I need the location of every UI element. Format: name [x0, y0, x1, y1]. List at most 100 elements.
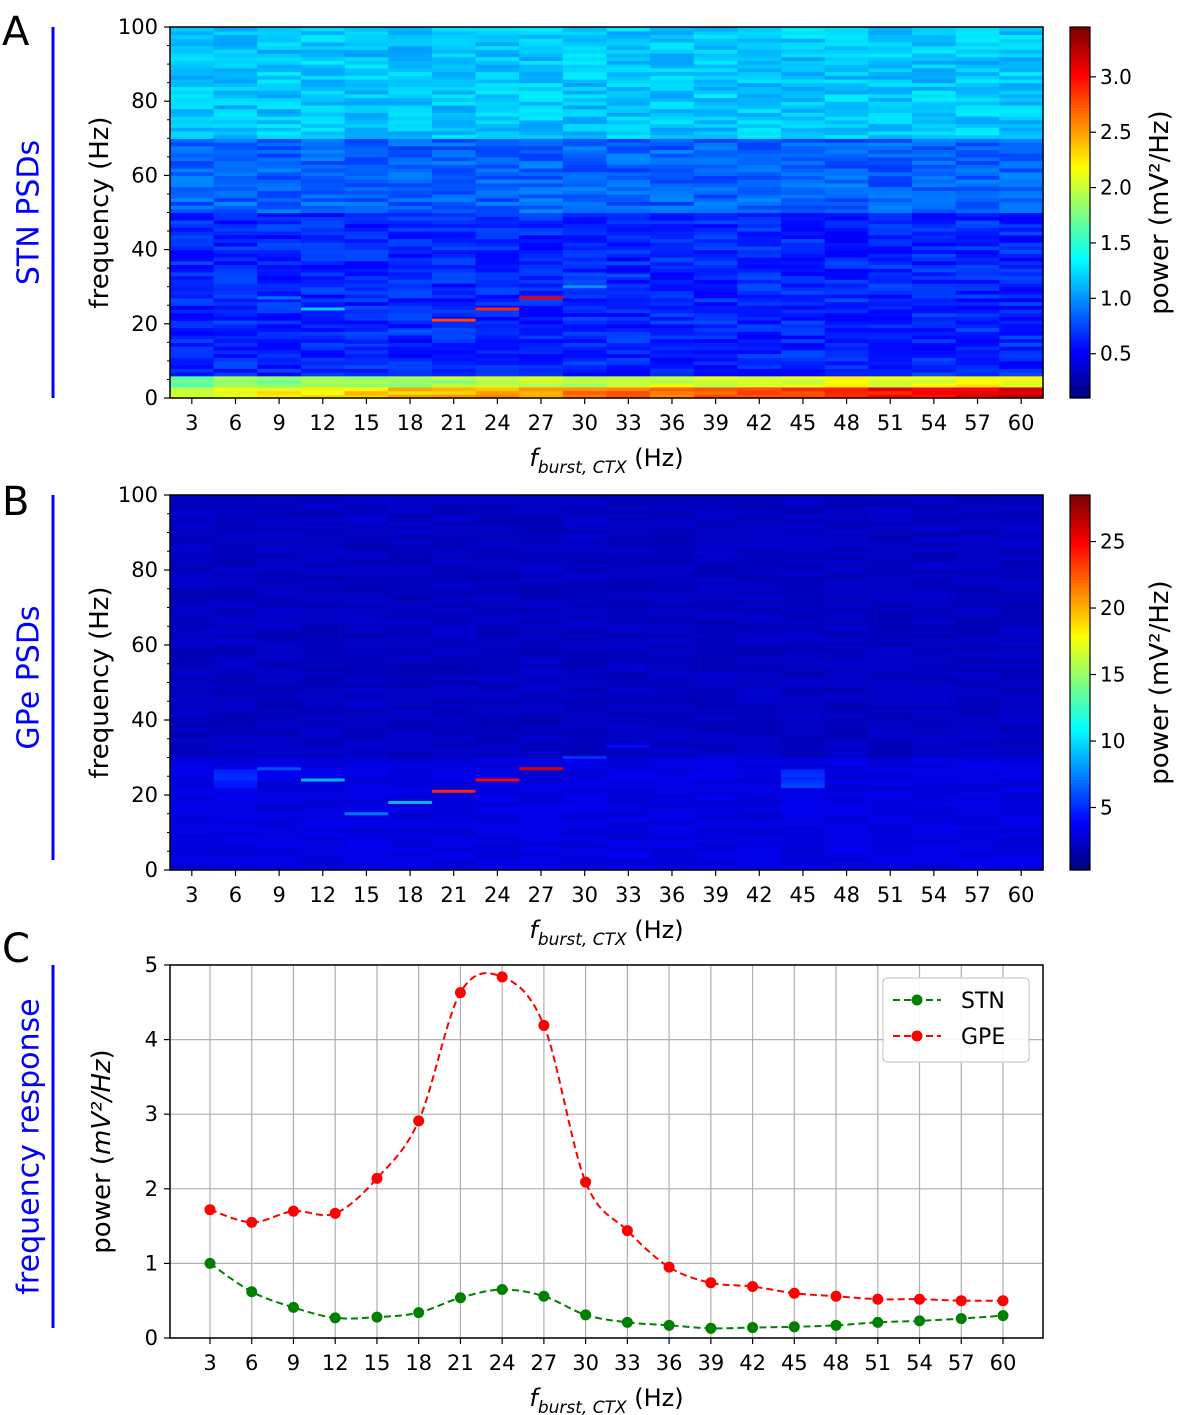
heatmap-cell — [562, 566, 608, 571]
heatmap-cell — [257, 588, 302, 594]
heatmap-cell — [170, 242, 215, 247]
heatmap-cell — [781, 862, 826, 867]
heatmap-cell — [388, 611, 433, 616]
heatmap-cell — [257, 768, 302, 774]
heatmap-cell — [170, 219, 215, 225]
heatmap-cell — [431, 153, 477, 158]
heatmap-cell — [519, 810, 564, 815]
heatmap-cell — [781, 821, 826, 826]
heatmap-cell — [170, 671, 215, 676]
heatmap-cell — [868, 227, 913, 232]
heatmap-cell — [955, 588, 1000, 594]
heatmap-cell — [388, 555, 433, 560]
heatmap-cell — [955, 551, 1000, 556]
colorbar-segment — [1070, 529, 1090, 534]
heatmap-cell — [475, 297, 520, 303]
heatmap-cell — [650, 787, 695, 792]
heatmap-cell — [999, 379, 1044, 384]
heatmap-cell — [213, 375, 258, 381]
heatmap-cell — [781, 555, 826, 560]
heatmap-cell — [519, 828, 564, 834]
heatmap-cell — [344, 596, 389, 601]
heatmap-cell — [213, 186, 258, 191]
heatmap-cell — [824, 682, 869, 687]
heatmap-cell — [999, 297, 1044, 303]
heatmap-cell — [737, 772, 782, 777]
heatmap-cell — [693, 290, 739, 295]
heatmap-cell — [868, 286, 913, 292]
heatmap-cell — [781, 153, 826, 158]
heatmap-cell — [693, 671, 739, 676]
heatmap-cell — [824, 142, 869, 147]
heatmap-cell — [344, 290, 389, 295]
heatmap-cell — [737, 279, 782, 284]
heatmap-cell — [562, 334, 608, 340]
colorbar-segment — [1070, 295, 1090, 300]
heatmap-cell — [475, 573, 520, 579]
heatmap-cell — [868, 630, 913, 635]
heatmap-cell — [824, 547, 869, 552]
heatmap-cell — [213, 227, 258, 232]
heatmap-cell — [650, 798, 695, 804]
heatmap-cell — [388, 116, 433, 121]
heatmap-cell — [824, 264, 869, 269]
heatmap-cell — [300, 536, 346, 541]
heatmap-cell — [213, 547, 258, 552]
heatmap-cell — [955, 386, 1000, 392]
heatmap-cell — [912, 671, 957, 676]
heatmap-cell — [388, 82, 433, 87]
heatmap-cell — [344, 149, 389, 154]
heatmap-cell — [606, 52, 651, 58]
colorbar-segment — [1070, 104, 1090, 108]
heatmap-cell — [737, 645, 782, 650]
heatmap-cell — [781, 271, 826, 277]
heatmap-cell — [824, 795, 869, 800]
heatmap-cell — [300, 108, 346, 113]
heatmap-cell — [955, 67, 1000, 73]
heatmap-cell — [650, 379, 695, 384]
heatmap-cell — [912, 716, 957, 721]
heatmap-cell — [999, 498, 1044, 504]
heatmap-cell — [562, 532, 608, 537]
heatmap-cell — [475, 697, 520, 702]
heatmap-cell — [475, 806, 520, 811]
heatmap-cell — [737, 596, 782, 601]
heatmap-cell — [737, 301, 782, 306]
heatmap-cell — [344, 532, 389, 537]
heatmap-cell — [824, 223, 869, 228]
heatmap-cell — [999, 738, 1044, 744]
heatmap-cell — [562, 855, 608, 860]
heatmap-cell — [170, 675, 215, 680]
heatmap-cell — [388, 175, 433, 180]
colorbar-segment — [1070, 200, 1090, 204]
colorbar-segment — [1070, 231, 1090, 235]
heatmap-cell — [562, 528, 608, 534]
heatmap-cell — [824, 327, 869, 332]
heatmap-cell — [693, 851, 739, 856]
heatmap-cell — [781, 761, 826, 766]
heatmap-cell — [431, 555, 477, 560]
heatmap-cell — [213, 783, 258, 789]
heatmap-cell — [344, 851, 389, 856]
data-point-gpe — [997, 1295, 1009, 1307]
heatmap-cell — [868, 731, 913, 736]
heatmap-cell — [431, 30, 477, 36]
heatmap-cell — [257, 234, 302, 240]
heatmap-cell — [693, 712, 739, 717]
heatmap-cell — [737, 208, 782, 214]
heatmap-cell — [824, 495, 869, 500]
heatmap-cell — [781, 320, 826, 325]
heatmap-cell — [824, 205, 869, 210]
heatmap-cell — [562, 175, 608, 180]
x-tick-label: 60 — [990, 1351, 1017, 1375]
heatmap-cell — [606, 705, 651, 710]
heatmap-cell — [519, 783, 564, 789]
heatmap-cell — [170, 253, 215, 258]
y-tick-label: 0 — [145, 386, 158, 410]
heatmap-cell — [999, 123, 1044, 128]
heatmap-cell — [868, 116, 913, 121]
heatmap-cell — [737, 502, 782, 507]
heatmap-cell — [431, 316, 477, 321]
heatmap-cell — [824, 394, 869, 399]
heatmap-cell — [650, 697, 695, 702]
